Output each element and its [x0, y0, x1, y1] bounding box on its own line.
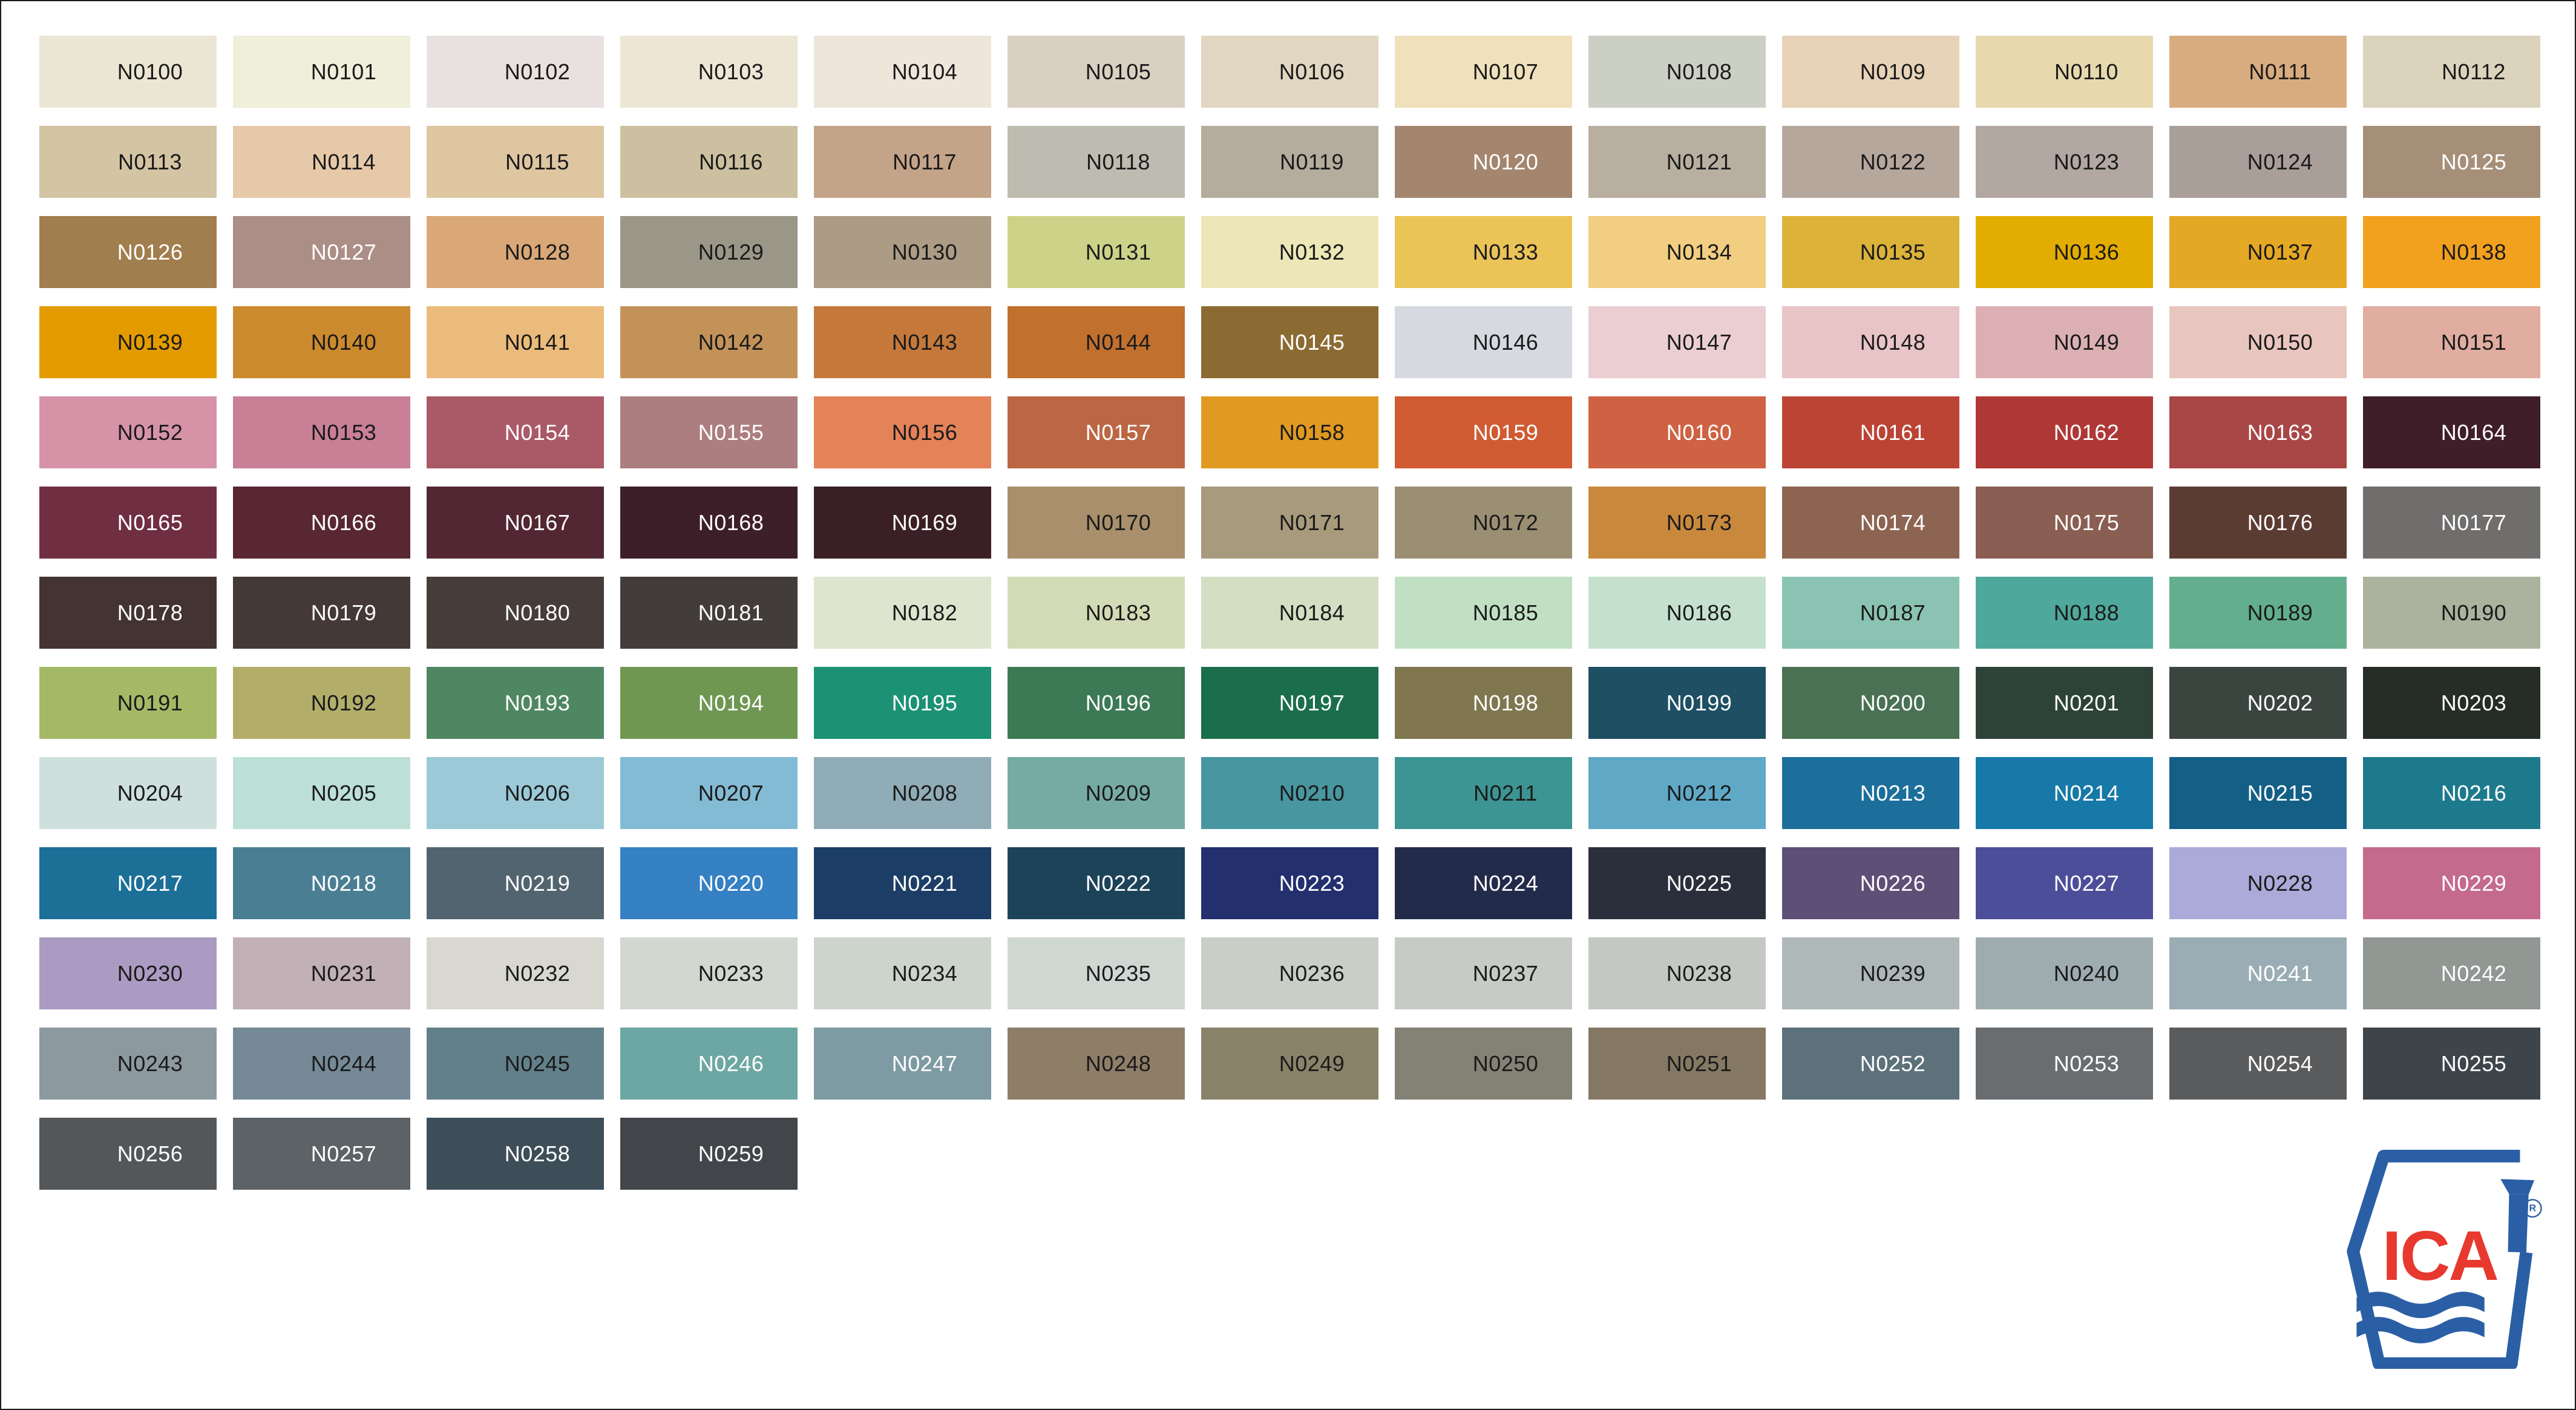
svg-text:R: R — [2529, 1202, 2536, 1213]
svg-text:ICA: ICA — [2382, 1217, 2498, 1295]
